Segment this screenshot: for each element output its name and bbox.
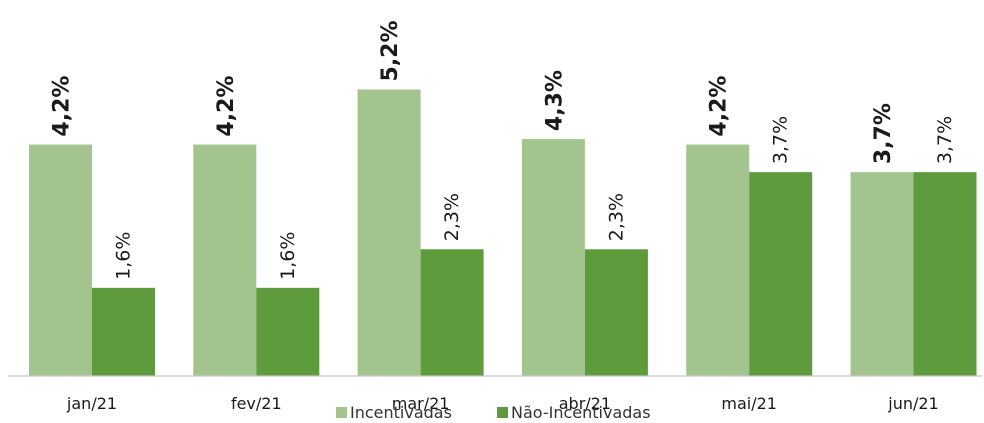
legend-label-nao-incentivadas: Não-Incentivadas [511, 403, 651, 422]
x-tick-label-0: jan/21 [66, 394, 117, 413]
x-tick-labels: jan/21 fev/21 mar/21 abr/21 mai/21 jun/21 [66, 394, 939, 413]
legend-swatch-nao-incentivadas [497, 407, 508, 418]
data-label-incentivadas-4: 4,2% [707, 76, 732, 137]
x-tick-label-1: fev/21 [231, 394, 282, 413]
bar-incentivadas-3 [521, 139, 585, 376]
bar-incentivadas-4 [686, 144, 750, 376]
bar-incentivadas-1 [193, 144, 257, 376]
data-label-nao-incentivadas-3: 2,3% [605, 193, 627, 241]
bar-nao-incentivadas-3 [584, 249, 648, 376]
legend: Incentivadas Não-Incentivadas [336, 403, 651, 422]
bar-incentivadas-2 [357, 89, 421, 376]
bar-nao-incentivadas-0 [92, 287, 155, 376]
bar-incentivadas-0 [29, 144, 92, 376]
data-label-incentivadas-2: 5,2% [378, 20, 403, 81]
data-label-incentivadas-3: 4,3% [542, 70, 567, 131]
bar-nao-incentivadas-4 [749, 172, 813, 376]
bar-nao-incentivadas-2 [420, 249, 484, 376]
data-label-incentivadas-1: 4,2% [214, 76, 239, 137]
data-label-nao-incentivadas-1: 1,6% [277, 232, 299, 280]
data-label-nao-incentivadas-5: 3,7% [934, 116, 956, 164]
data-label-nao-incentivadas-2: 2,3% [441, 193, 463, 241]
data-label-nao-incentivadas-4: 3,7% [770, 116, 792, 164]
data-labels: 4,2% 1,6% 4,2% 1,6% 5,2% 2,3% 4,3% 2,3% 4,2% 3,7%… [50, 20, 957, 279]
bar-nao-incentivadas-1 [256, 287, 320, 376]
legend-swatch-incentivadas [336, 407, 347, 418]
bars-group [29, 89, 977, 376]
x-tick-label-4: mai/21 [721, 394, 777, 413]
x-tick-label-5: jun/21 [887, 394, 938, 413]
bar-nao-incentivadas-5 [913, 172, 977, 376]
legend-label-incentivadas: Incentivadas [350, 403, 452, 422]
bar-incentivadas-5 [850, 172, 914, 376]
x-tick-label-2: mar/21 [392, 394, 450, 413]
data-label-incentivadas-5: 3,7% [871, 103, 896, 164]
data-label-nao-incentivadas-0: 1,6% [113, 232, 135, 280]
x-tick-label-3: abr/21 [559, 394, 611, 413]
data-label-incentivadas-0: 4,2% [50, 76, 75, 137]
